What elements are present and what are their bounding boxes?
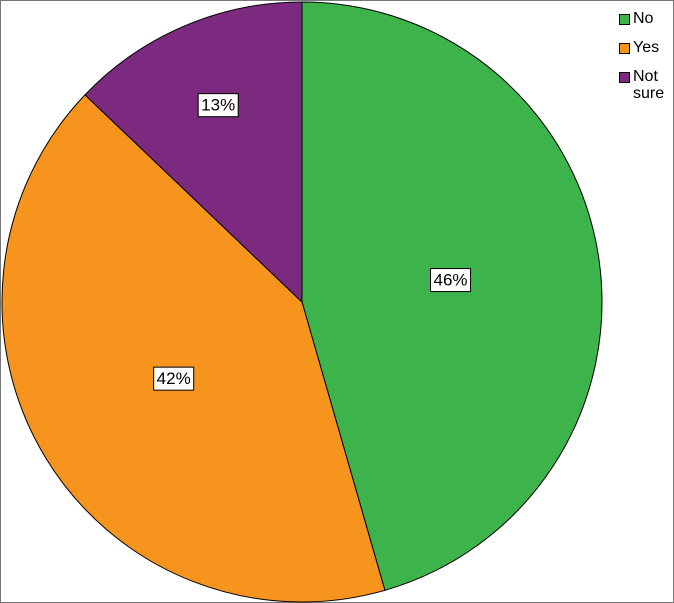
legend-swatch [619,14,630,25]
legend-label: Not sure [633,68,665,102]
label-box [197,93,239,118]
legend-item: Not sure [619,68,674,102]
pie-slice [1,94,386,603]
label-box [153,366,195,391]
legend-swatch [619,72,630,83]
data-label-text: 13% [201,96,235,115]
legend: No Yes Not sure [619,10,674,114]
legend-item: No [619,10,674,27]
legend-label: Yes [633,39,660,56]
data-label: 46% [430,268,472,293]
label-box [430,268,472,293]
data-label-text: 46% [434,271,468,290]
data-label-text: 42% [157,369,191,388]
data-label: 13% [197,93,239,118]
data-label: 42% [153,366,195,391]
legend-label: No [633,10,654,27]
pie-slice [84,1,303,304]
legend-swatch [619,43,630,54]
pie-slice [301,1,603,591]
legend-item: Yes [619,39,674,56]
